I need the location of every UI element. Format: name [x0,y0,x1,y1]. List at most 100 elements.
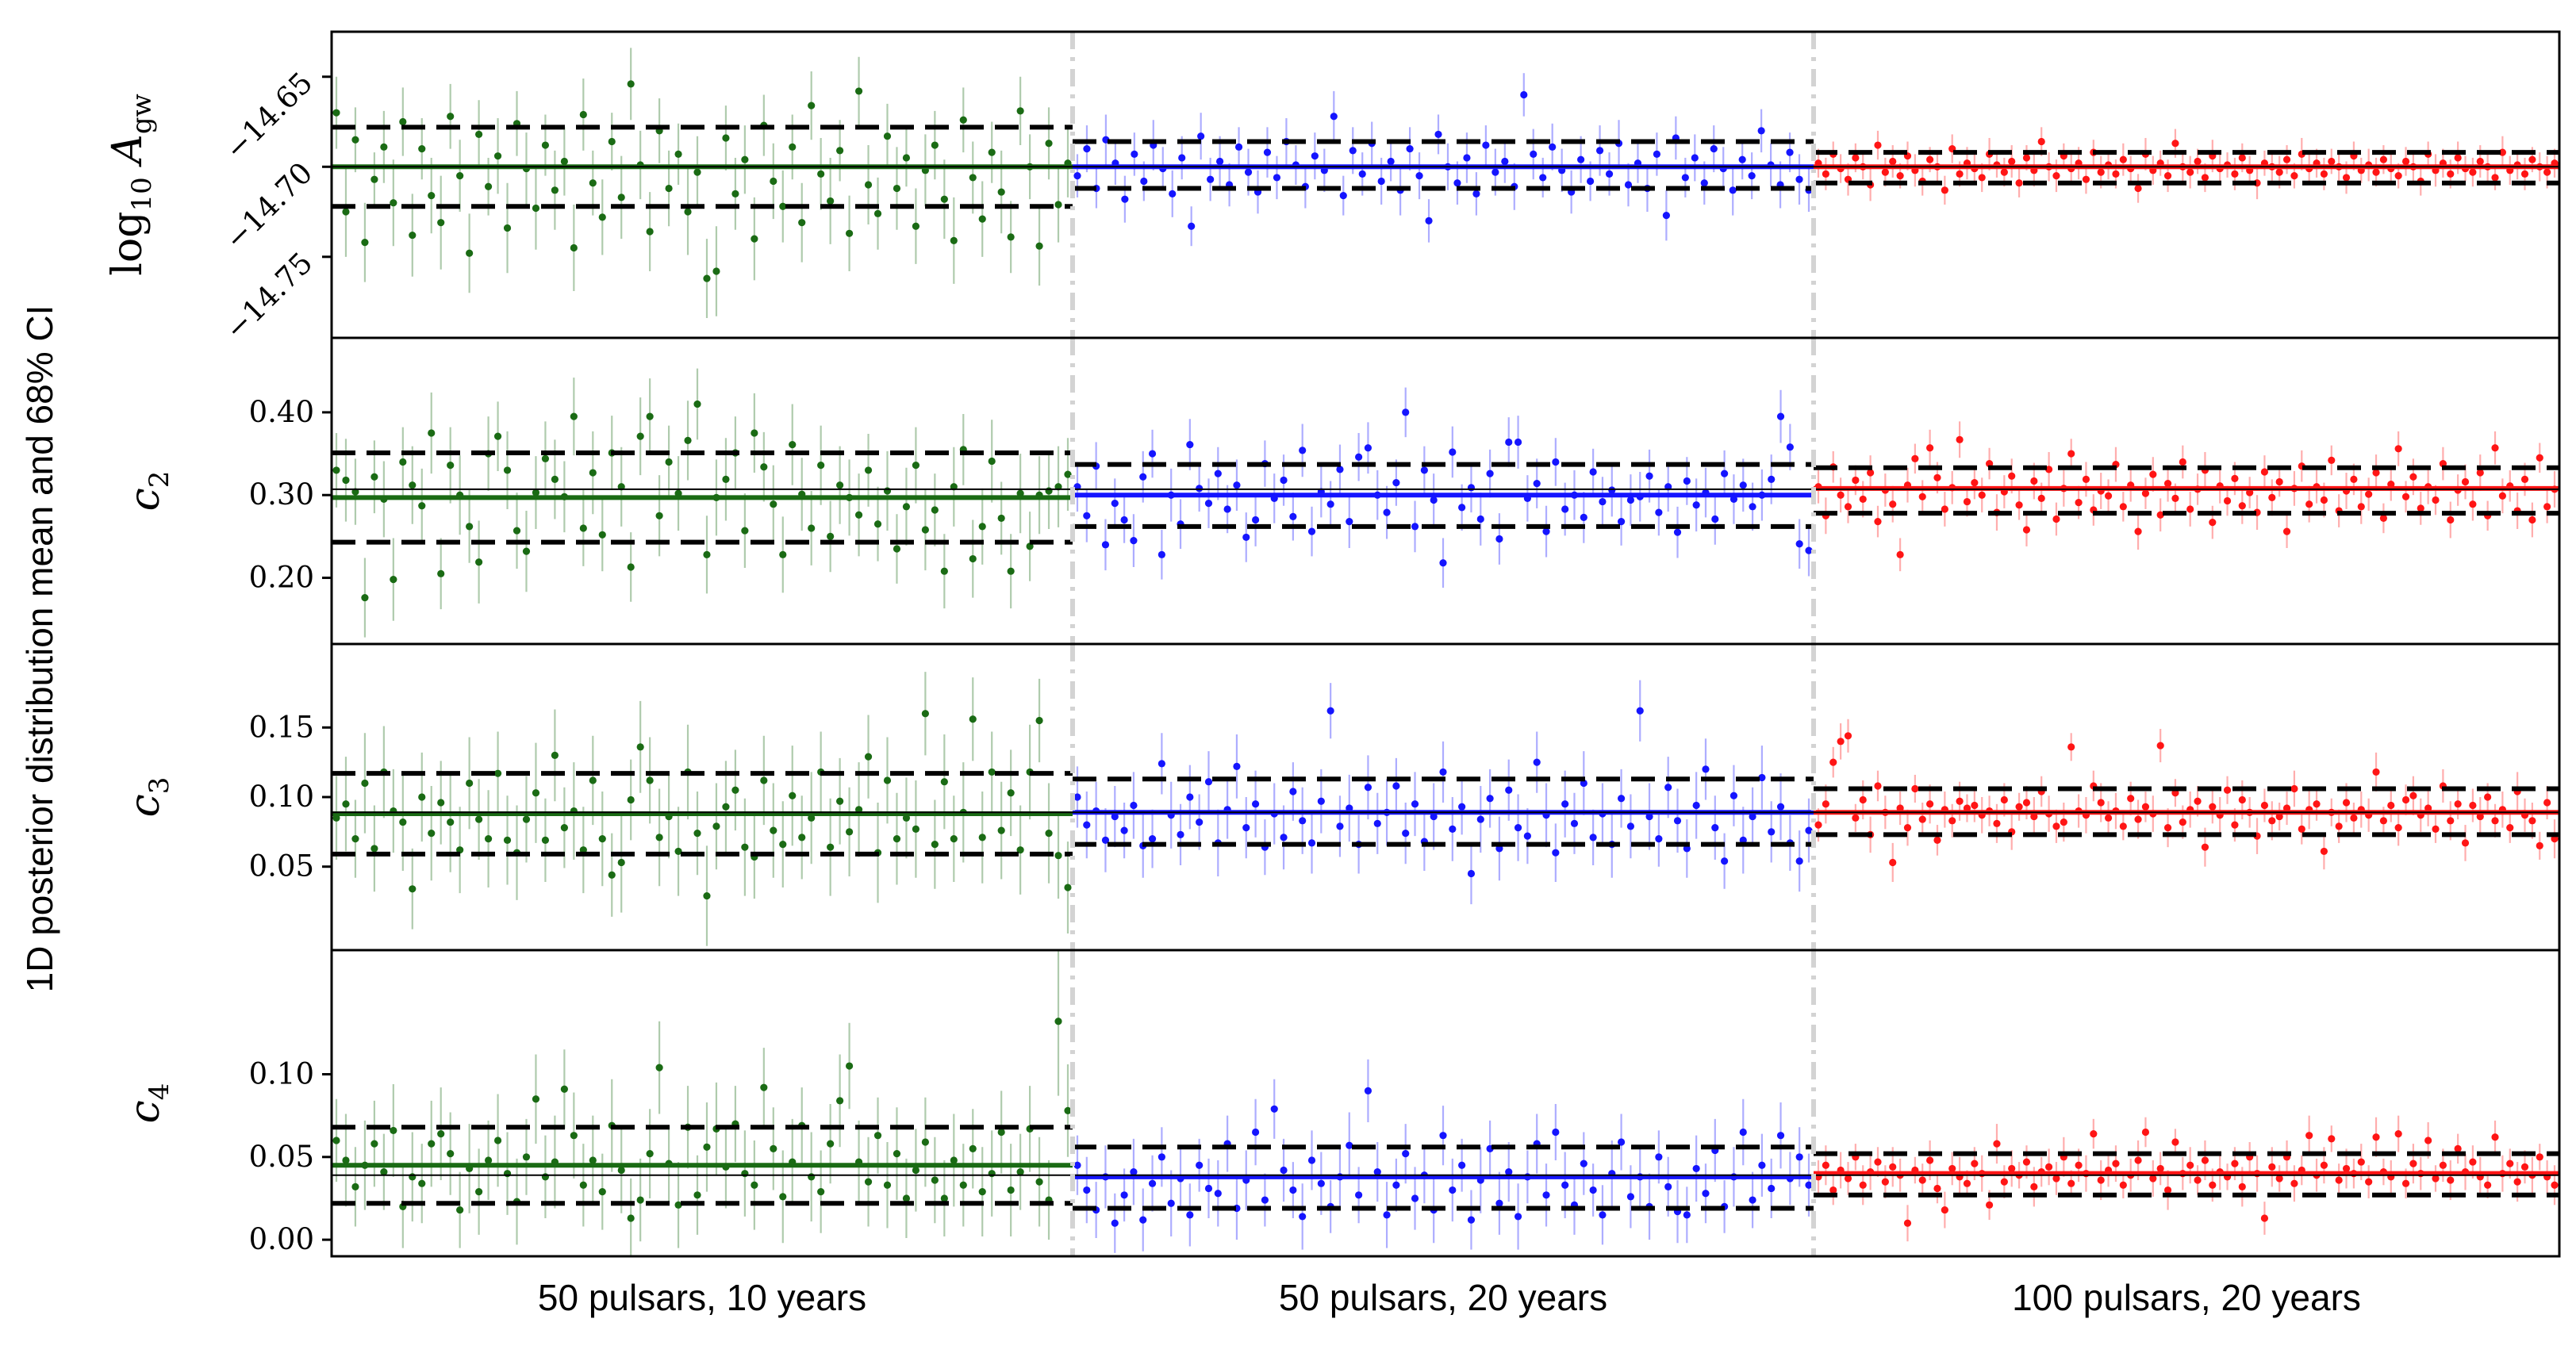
data-point [902,154,911,162]
data-point [1336,466,1344,473]
data-point [560,493,568,500]
data-point [646,776,654,784]
data-point [1411,523,1419,531]
data-point [2268,493,2276,501]
data-point [1956,170,1964,178]
data-point [617,858,625,867]
data-point [475,815,483,823]
data-point [2469,168,2477,176]
data-point [2067,1179,2075,1187]
data-point [617,194,625,201]
data-point [883,776,892,784]
data-point [2520,811,2529,819]
data-point [2282,527,2291,535]
data-point [598,531,606,539]
x-category-label-3: 100 pulsars, 20 years [2012,1277,2361,1318]
data-point [1148,835,1157,843]
data-point [978,215,986,223]
data-point [741,527,749,535]
data-point [1617,1138,1626,1146]
data-point [1204,500,1213,508]
data-point [522,1153,531,1161]
data-point [1330,113,1338,121]
data-point [1514,438,1522,447]
data-point [684,208,692,216]
data-point [1971,1160,1979,1167]
data-point [1486,795,1494,803]
data-point [2090,1130,2098,1138]
data-point [437,799,445,807]
data-point [475,558,483,566]
data-point [1270,1105,1278,1113]
data-point [2409,473,2417,481]
data-point [2520,170,2529,178]
data-point [817,170,825,178]
data-point [390,1126,397,1135]
data-point [390,576,397,584]
data-point [2275,477,2283,486]
data-point [493,152,502,160]
data-point [2387,801,2395,810]
data-point [1336,822,1344,830]
data-point [1681,174,1689,182]
data-point [1505,1167,1513,1176]
data-point [1083,144,1091,153]
data-point [751,429,758,437]
data-point [1523,494,1531,502]
data-point [2379,817,2388,825]
data-point [2454,800,2462,808]
data-point [570,807,578,815]
data-point [551,751,559,759]
data-point [1364,1087,1372,1094]
data-point [2238,795,2246,804]
data-point [1896,804,1904,812]
data-point [2328,157,2336,166]
data-point [2127,795,2135,803]
data-point [570,412,578,420]
data-point [2543,168,2551,176]
data-point [1251,800,1260,808]
data-point [703,891,711,900]
data-point [437,219,445,227]
data-point [722,803,730,811]
data-point [532,204,540,213]
data-point [2156,742,2164,749]
data-point [2275,168,2283,176]
data-point [2216,1167,2224,1176]
y-tick-label: 0.05 [249,849,314,884]
data-point [1867,469,1875,477]
data-point [2469,801,2477,810]
data-point [808,524,816,532]
data-point [1373,1167,1381,1176]
data-point [589,179,597,187]
data-point [1776,803,1785,811]
data-point [969,715,977,723]
data-point [541,454,550,462]
data-point [1586,177,1595,186]
data-point [2454,1144,2462,1152]
data-point [1805,1181,1813,1189]
data-point [418,1179,426,1187]
data-point [1233,762,1241,771]
data-point [1064,1106,1072,1114]
data-point [1514,824,1522,832]
data-point [1520,90,1528,99]
data-point [1867,1167,1875,1176]
data-point [950,236,958,244]
data-point [2112,1160,2120,1167]
data-point [2335,1176,2343,1184]
data-point [1336,1173,1344,1181]
data-point [1758,491,1766,499]
data-point [1948,484,1956,492]
data-point [2022,1158,2031,1166]
data-point [1223,505,1231,513]
data-point [1617,795,1626,803]
data-point [1926,1156,1934,1164]
data-point [770,177,777,186]
data-point [712,493,720,501]
data-point [1083,512,1091,519]
data-point [1307,527,1316,535]
data-point [873,209,882,217]
data-point [351,835,359,843]
data-point [1007,567,1015,575]
